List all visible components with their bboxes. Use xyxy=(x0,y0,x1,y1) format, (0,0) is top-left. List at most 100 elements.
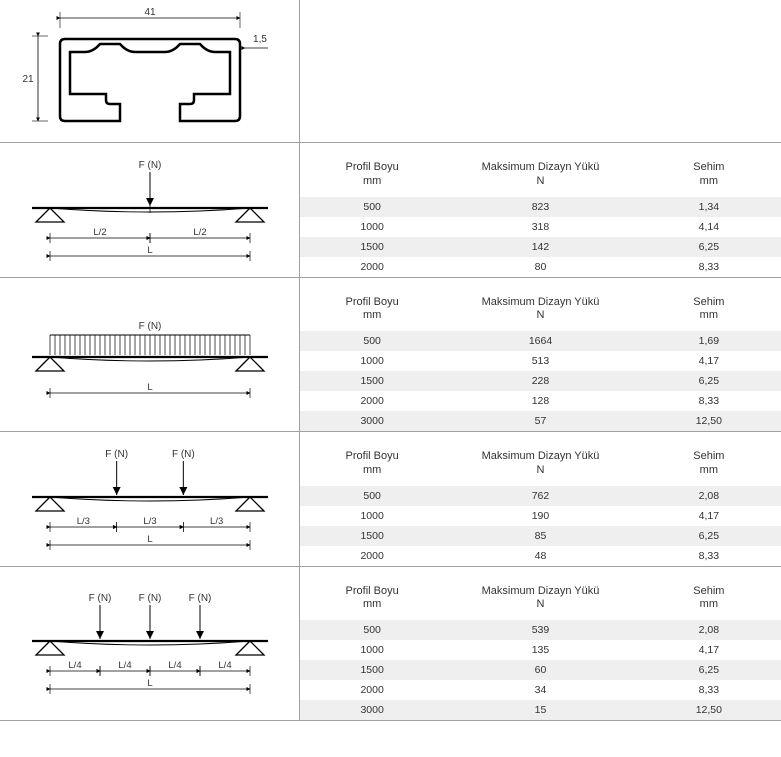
cell-sehim: 8,33 xyxy=(637,546,781,566)
cell-sehim: 6,25 xyxy=(637,660,781,680)
table-header-row: Profil Boyumm Maksimum Dizayn YüküN Sehi… xyxy=(300,278,781,332)
load-table: Profil Boyumm Maksimum Dizayn YüküN Sehi… xyxy=(300,432,781,566)
profile-outer xyxy=(60,39,240,121)
svg-text:L/3: L/3 xyxy=(76,516,89,527)
cell-maks-yuk: 142 xyxy=(444,237,636,257)
cell-profil-boyu: 500 xyxy=(300,620,444,640)
cell-sehim: 4,17 xyxy=(637,506,781,526)
cell-maks-yuk: 15 xyxy=(444,700,636,720)
cell-sehim: 12,50 xyxy=(637,411,781,431)
cell-sehim: 1,69 xyxy=(637,331,781,351)
table-row: 500 1664 1,69 xyxy=(300,331,781,351)
cell-maks-yuk: 80 xyxy=(444,257,636,277)
profile-cross-section-svg: 41 21 1,5 xyxy=(10,6,290,136)
beam-diagram-cell: F (N) L xyxy=(0,278,300,432)
cell-maks-yuk: 48 xyxy=(444,546,636,566)
beam-diagram-cell: F (N) F (N) F (N) L/4 L/4 L/4 L/4 xyxy=(0,567,300,721)
profile-drawing-cell: 41 21 1,5 xyxy=(0,0,300,142)
cell-profil-boyu: 1000 xyxy=(300,217,444,237)
hdr-maks-yuk: Maksimum Dizayn YüküN xyxy=(444,567,636,621)
svg-text:L/3: L/3 xyxy=(210,516,223,527)
cell-profil-boyu: 1000 xyxy=(300,351,444,371)
cell-maks-yuk: 539 xyxy=(444,620,636,640)
hdr-sehim: Sehimmm xyxy=(637,278,781,332)
hdr-profil-boyu: Profil Boyumm xyxy=(300,432,444,486)
hdr-maks-yuk: Maksimum Dizayn YüküN xyxy=(444,278,636,332)
hdr-profil-boyu: Profil Boyumm xyxy=(300,567,444,621)
table-row: 500 539 2,08 xyxy=(300,620,781,640)
load-case-row: F (N) L Profil Boyumm Maksimum Dizayn Yü… xyxy=(0,277,781,432)
svg-text:F (N): F (N) xyxy=(138,593,161,604)
page: 41 21 1,5 F (N) xyxy=(0,0,781,721)
cell-profil-boyu: 2000 xyxy=(300,391,444,411)
table-cell: Profil Boyumm Maksimum Dizayn YüküN Sehi… xyxy=(300,278,781,432)
svg-text:L/4: L/4 xyxy=(68,660,81,671)
table-row: 2000 34 8,33 xyxy=(300,680,781,700)
svg-text:F (N): F (N) xyxy=(88,593,111,604)
table-row: 500 762 2,08 xyxy=(300,486,781,506)
dim-thickness: 1,5 xyxy=(253,34,267,45)
load-case-row: F (N)F (N) L/3 L/3 L/3 L Profil Bo xyxy=(0,431,781,566)
hdr-sehim: Sehimmm xyxy=(637,567,781,621)
cell-sehim: 8,33 xyxy=(637,391,781,411)
table-row: 500 823 1,34 xyxy=(300,197,781,217)
svg-text:L/2: L/2 xyxy=(93,227,106,238)
cell-profil-boyu: 1500 xyxy=(300,526,444,546)
hdr-maks-yuk: Maksimum Dizayn YüküN xyxy=(444,143,636,197)
cell-profil-boyu: 500 xyxy=(300,486,444,506)
cell-sehim: 6,25 xyxy=(637,371,781,391)
table-cell: Profil Boyumm Maksimum Dizayn YüküN Sehi… xyxy=(300,432,781,566)
cell-sehim: 1,34 xyxy=(637,197,781,217)
table-row: 1500 85 6,25 xyxy=(300,526,781,546)
svg-text:L/2: L/2 xyxy=(193,227,206,238)
cell-profil-boyu: 2000 xyxy=(300,546,444,566)
cell-sehim: 6,25 xyxy=(637,237,781,257)
cell-profil-boyu: 2000 xyxy=(300,257,444,277)
cell-maks-yuk: 318 xyxy=(444,217,636,237)
cell-maks-yuk: 1664 xyxy=(444,331,636,351)
cell-maks-yuk: 135 xyxy=(444,640,636,660)
dim-width: 41 xyxy=(144,7,156,18)
cell-sehim: 4,14 xyxy=(637,217,781,237)
dim-height: 21 xyxy=(22,74,34,85)
cell-sehim: 4,17 xyxy=(637,351,781,371)
table-row: 2000 48 8,33 xyxy=(300,546,781,566)
cell-sehim: 8,33 xyxy=(637,680,781,700)
hdr-sehim: Sehimmm xyxy=(637,432,781,486)
table-row: 1000 135 4,17 xyxy=(300,640,781,660)
table-cell: Profil Boyumm Maksimum Dizayn YüküN Sehi… xyxy=(300,143,781,277)
table-row: 3000 15 12,50 xyxy=(300,700,781,720)
hdr-profil-boyu: Profil Boyumm xyxy=(300,278,444,332)
cell-profil-boyu: 1000 xyxy=(300,506,444,526)
table-cell: Profil Boyumm Maksimum Dizayn YüküN Sehi… xyxy=(300,567,781,721)
cell-profil-boyu: 3000 xyxy=(300,411,444,431)
cell-sehim: 2,08 xyxy=(637,620,781,640)
cell-sehim: 4,17 xyxy=(637,640,781,660)
cell-maks-yuk: 823 xyxy=(444,197,636,217)
table-row: 2000 80 8,33 xyxy=(300,257,781,277)
table-row: 1000 190 4,17 xyxy=(300,506,781,526)
table-header-row: Profil Boyumm Maksimum Dizayn YüküN Sehi… xyxy=(300,432,781,486)
cell-profil-boyu: 1000 xyxy=(300,640,444,660)
load-case-row: F (N) F (N) F (N) L/4 L/4 L/4 L/4 xyxy=(0,566,781,722)
svg-text:L/4: L/4 xyxy=(218,660,231,671)
hdr-profil-boyu: Profil Boyumm xyxy=(300,143,444,197)
load-table: Profil Boyumm Maksimum Dizayn YüküN Sehi… xyxy=(300,278,781,432)
cell-profil-boyu: 1500 xyxy=(300,371,444,391)
cell-profil-boyu: 500 xyxy=(300,331,444,351)
cell-maks-yuk: 85 xyxy=(444,526,636,546)
svg-text:L: L xyxy=(147,382,152,393)
cell-maks-yuk: 228 xyxy=(444,371,636,391)
cell-maks-yuk: 34 xyxy=(444,680,636,700)
cell-maks-yuk: 128 xyxy=(444,391,636,411)
cell-sehim: 8,33 xyxy=(637,257,781,277)
hdr-sehim: Sehimmm xyxy=(637,143,781,197)
svg-text:F (N): F (N) xyxy=(138,160,161,171)
svg-text:F (N): F (N) xyxy=(138,321,161,332)
cell-profil-boyu: 1500 xyxy=(300,660,444,680)
table-header-row: Profil Boyumm Maksimum Dizayn YüküN Sehi… xyxy=(300,567,781,621)
svg-text:F (N): F (N) xyxy=(171,449,194,460)
profile-right-blank xyxy=(300,0,781,142)
cell-maks-yuk: 57 xyxy=(444,411,636,431)
table-row: 1500 142 6,25 xyxy=(300,237,781,257)
